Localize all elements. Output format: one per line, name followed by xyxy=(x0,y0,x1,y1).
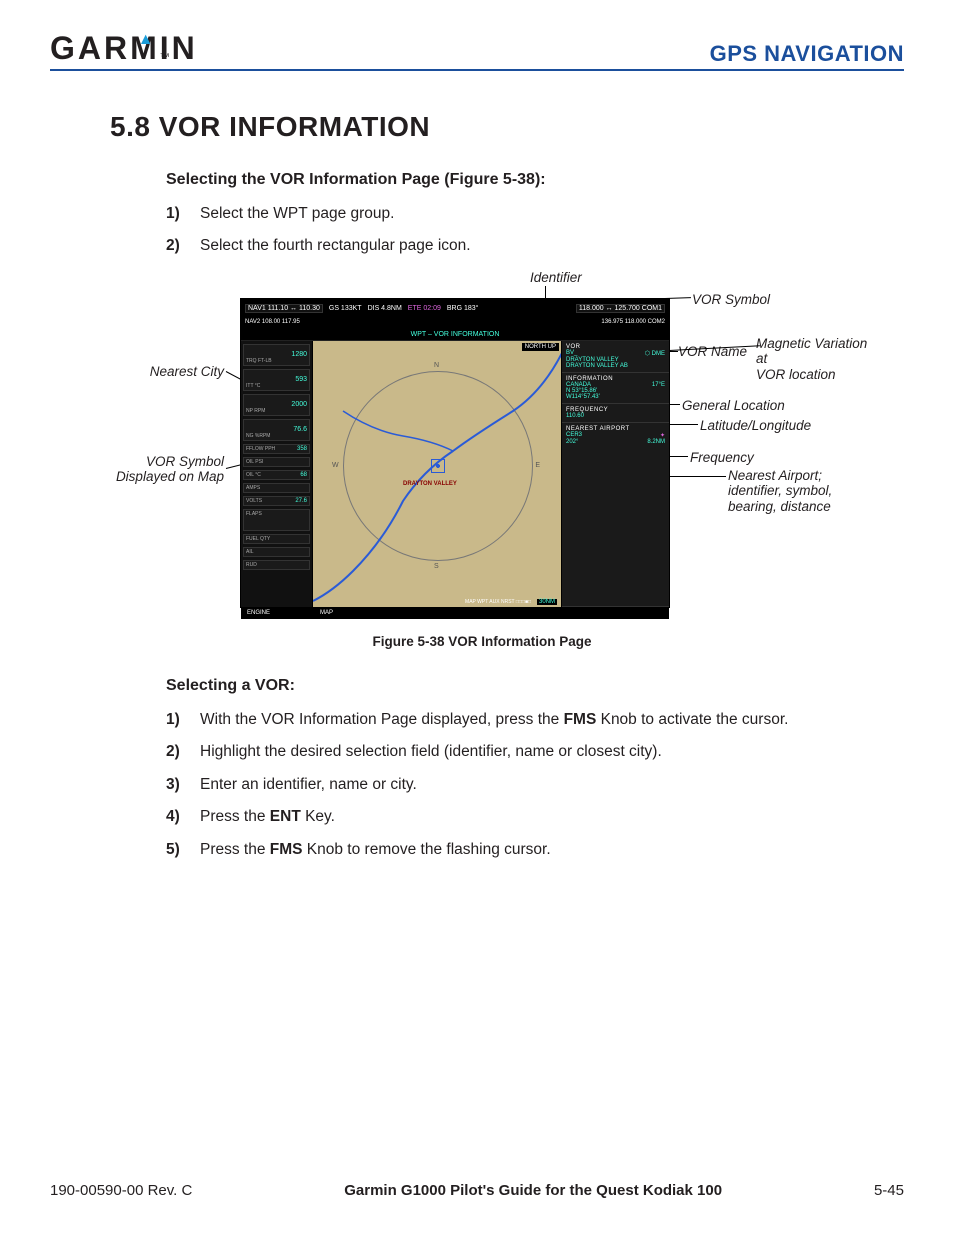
brand-triangle-icon: ▲ xyxy=(138,31,154,49)
mfd-top-bar: NAV1 111.10 ↔ 110.30 GS 133KT DIS 4.8NM … xyxy=(241,299,669,319)
gauge-ng: 76.6NG %RPM xyxy=(243,419,310,441)
step: 2)Highlight the desired selection field … xyxy=(166,741,854,763)
bar-amps: AMPS xyxy=(243,483,310,493)
procedure-block-1: Selecting the VOR Information Page (Figu… xyxy=(110,171,854,258)
procedure-steps-2: 1)With the VOR Information Page displaye… xyxy=(166,709,854,861)
rivers-icon xyxy=(313,341,561,607)
gauge-trq: 1280TRQ FT-LB xyxy=(243,344,310,366)
section-heading: 5.8 VOR INFORMATION xyxy=(110,111,854,143)
mfd-page-title: WPT – VOR INFORMATION xyxy=(241,329,669,341)
procedure-title: Selecting the VOR Information Page (Figu… xyxy=(166,171,854,189)
nav2-box: NAV2 108.00 117.95 xyxy=(245,319,300,329)
bar-ail: AIL xyxy=(243,547,310,557)
step: 2)Select the fourth rectangular page ico… xyxy=(166,235,854,257)
callout-identifier: Identifier xyxy=(530,270,582,286)
page-header: GARMIN ▲ ™ GPS NAVIGATION xyxy=(50,30,904,71)
com1-box: 118.000 ↔ 125.700 COM1 xyxy=(576,304,665,313)
page-content: 5.8 VOR INFORMATION Selecting the VOR In… xyxy=(50,111,904,861)
info-information: INFORMATION CANADA17°E N 53°15.86' W114°… xyxy=(562,373,669,404)
doc-title: Garmin G1000 Pilot's Guide for the Quest… xyxy=(344,1182,722,1199)
callout-general-location: General Location xyxy=(682,398,785,414)
figure-caption: Figure 5-38 VOR Information Page xyxy=(110,634,854,649)
bar-flaps: FLAPS xyxy=(243,509,310,531)
map-city-label: DRAYTON VALLEY xyxy=(403,481,457,487)
info-strip: VOR BV_⬡ DME DRAYTON VALLEY DRAYTON VALL… xyxy=(561,341,669,607)
procedure-title-2: Selecting a VOR: xyxy=(166,677,854,695)
dis-readout: DIS 4.8NM xyxy=(368,305,402,312)
callout-latlon: Latitude/Longitude xyxy=(700,418,811,434)
step: 1)Select the WPT page group. xyxy=(166,203,854,225)
step: 4)Press the ENT Key. xyxy=(166,806,854,828)
section-title: GPS NAVIGATION xyxy=(710,41,904,67)
callout-magvar: Magnetic Variation at VOR location xyxy=(756,336,870,383)
range-badge: 30NM xyxy=(537,599,557,605)
callout-vor-symbol: VOR Symbol xyxy=(692,292,770,308)
step: 5)Press the FMS Knob to remove the flash… xyxy=(166,839,854,861)
bar-fflow: FFLOW PPH358 xyxy=(243,444,310,454)
bar-oilpsi: OIL PSI xyxy=(243,457,310,467)
page-number: 5-45 xyxy=(874,1182,904,1199)
bar-volts: VOLTS27.6 xyxy=(243,496,310,506)
mfd-body: 1280TRQ FT-LB 593ITT °C 2000NP RPM 76.6N… xyxy=(241,341,669,607)
callout-frequency: Frequency xyxy=(690,450,754,466)
com2-box: 136.975 118.000 COM2 xyxy=(601,319,665,329)
brand-logo: GARMIN ▲ ™ xyxy=(50,30,224,67)
info-vor: VOR BV_⬡ DME DRAYTON VALLEY DRAYTON VALL… xyxy=(562,341,669,373)
brg-readout: BRG 183° xyxy=(447,305,479,312)
softkey-map: MAP xyxy=(320,610,333,616)
procedure-block-2: Selecting a VOR: 1)With the VOR Informat… xyxy=(110,677,854,861)
callout-nearest-airport: Nearest Airport; identifier, symbol, bea… xyxy=(728,468,832,515)
engine-strip: 1280TRQ FT-LB 593ITT °C 2000NP RPM 76.6N… xyxy=(241,341,313,607)
vor-symbol-icon xyxy=(431,459,445,473)
nav1-box: NAV1 111.10 ↔ 110.30 xyxy=(245,304,323,313)
brand-text: GARMIN xyxy=(50,30,198,67)
trademark: ™ xyxy=(160,52,170,63)
callout-vor-symbol-map: VOR Symbol Displayed on Map xyxy=(94,454,224,485)
softkey-engine: ENGINE xyxy=(247,610,270,616)
doc-number: 190-00590-00 Rev. C xyxy=(50,1182,192,1199)
mfd-screen: NAV1 111.10 ↔ 110.30 GS 133KT DIS 4.8NM … xyxy=(240,298,670,608)
gauge-itt: 593ITT °C xyxy=(243,369,310,391)
map-area: NORTH UP N E S W DRAYTON VALLEY 30NM xyxy=(313,341,561,607)
bar-oilc: OIL °C68 xyxy=(243,470,310,480)
ete-readout: ETE 02:09 xyxy=(408,305,441,312)
mfd-top-bar2: NAV2 108.00 117.95 136.975 118.000 COM2 xyxy=(241,319,669,329)
info-nearest-apt: NEAREST AIRPORT CER3✦ 202°8.2NM xyxy=(562,423,669,607)
gs-readout: GS 133KT xyxy=(329,305,362,312)
page-footer: 190-00590-00 Rev. C Garmin G1000 Pilot's… xyxy=(50,1182,904,1199)
figure-5-38: Nearest City VOR Symbol Displayed on Map… xyxy=(110,268,870,628)
page-group-bar: MAP WPT AUX NRST □□□■□ xyxy=(465,599,531,605)
bar-rud: RUD xyxy=(243,560,310,570)
callout-nearest-city: Nearest City xyxy=(104,364,224,380)
procedure-steps: 1)Select the WPT page group. 2)Select th… xyxy=(166,203,854,258)
info-frequency: FREQUENCY 110.60 xyxy=(562,404,669,423)
mfd-softkey-bar: ENGINE MAP xyxy=(241,607,669,619)
bar-fuelqty: FUEL QTY xyxy=(243,534,310,544)
step: 1)With the VOR Information Page displaye… xyxy=(166,709,854,731)
step: 3)Enter an identifier, name or city. xyxy=(166,774,854,796)
gauge-np: 2000NP RPM xyxy=(243,394,310,416)
